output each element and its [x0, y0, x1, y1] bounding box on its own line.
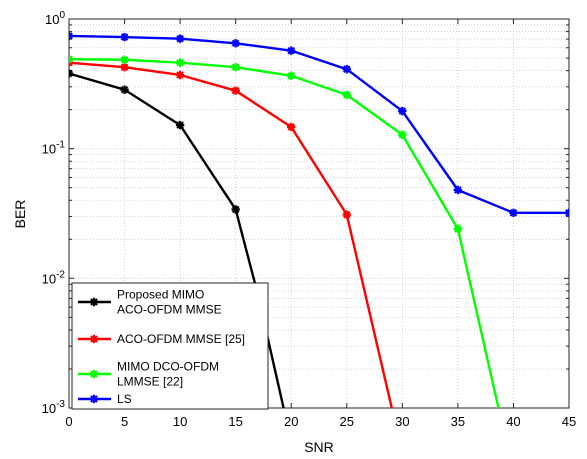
data-point-series-4 — [287, 46, 296, 55]
data-point-series-1 — [69, 69, 74, 78]
x-tick-label: 0 — [65, 414, 72, 429]
x-axis-label: SNR — [304, 439, 334, 455]
legend-swatch-marker — [89, 369, 99, 379]
y-tick-label: 100 — [45, 10, 65, 27]
data-point-series-4 — [231, 39, 240, 48]
x-tick-label: 20 — [284, 414, 298, 429]
data-point-series-2 — [120, 62, 129, 72]
data-point-series-2 — [287, 122, 296, 132]
data-point-series-3 — [231, 62, 240, 72]
legend-box — [71, 282, 269, 410]
y-tick-labels: 100 10-1 10-2 10-3 — [42, 10, 66, 416]
data-point-series-3 — [453, 224, 463, 234]
data-point-series-4 — [398, 106, 407, 116]
y-tick-label: 10-2 — [42, 269, 66, 286]
x-tick-label: 35 — [451, 414, 465, 429]
legend-swatch-marker — [89, 394, 99, 404]
data-point-series-2 — [342, 210, 351, 219]
legend-swatch-marker — [89, 297, 99, 307]
legend-label: ACO-OFDM MMSE [25] — [117, 332, 245, 346]
data-point-series-2 — [231, 86, 240, 95]
data-point-series-3 — [496, 411, 504, 419]
legend-label: ACO-OFDM MMSE — [117, 303, 222, 317]
data-point-series-3 — [175, 58, 185, 67]
y-tick-label: 10-3 — [42, 399, 66, 416]
x-tick-labels: 0 5 10 15 20 25 30 35 40 45 — [65, 414, 576, 429]
data-point-series-4 — [564, 208, 569, 218]
y-axis-label: BER — [12, 200, 28, 229]
data-point-series-4 — [509, 208, 518, 218]
x-tick-label: 15 — [228, 414, 242, 429]
x-tick-label: 45 — [562, 414, 576, 429]
data-point-series-4 — [69, 31, 74, 41]
data-point-series-4 — [175, 34, 185, 43]
legend-label: LS — [117, 392, 132, 406]
data-point-series-3 — [342, 90, 351, 100]
y-tick-label: 10-1 — [42, 140, 66, 157]
legend-label: LMMSE [22] — [117, 375, 183, 389]
x-tick-label: 10 — [173, 414, 187, 429]
grid — [68, 19, 570, 409]
x-tick-label: 25 — [340, 414, 354, 429]
x-tick-label: 5 — [121, 414, 128, 429]
data-point-series-4 — [453, 185, 463, 195]
data-point-series-2 — [175, 70, 185, 80]
x-tick-label: 40 — [506, 414, 520, 429]
data-point-series-1 — [175, 120, 185, 130]
data-point-series-1 — [120, 85, 129, 94]
data-point-series-1 — [231, 205, 240, 214]
legend-label: MIMO DCO-OFDM — [117, 360, 219, 374]
legend-label: Proposed MIMO — [117, 288, 204, 302]
data-point-series-3 — [398, 130, 407, 139]
x-tick-label: 30 — [395, 414, 409, 429]
data-point-series-3 — [120, 55, 129, 64]
legend-swatch-marker — [89, 334, 99, 344]
data-point-series-4 — [342, 65, 351, 74]
data-point-series-4 — [120, 32, 129, 42]
data-point-series-3 — [69, 54, 74, 64]
series-line-4 — [69, 34, 569, 215]
data-point-series-3 — [287, 71, 296, 80]
